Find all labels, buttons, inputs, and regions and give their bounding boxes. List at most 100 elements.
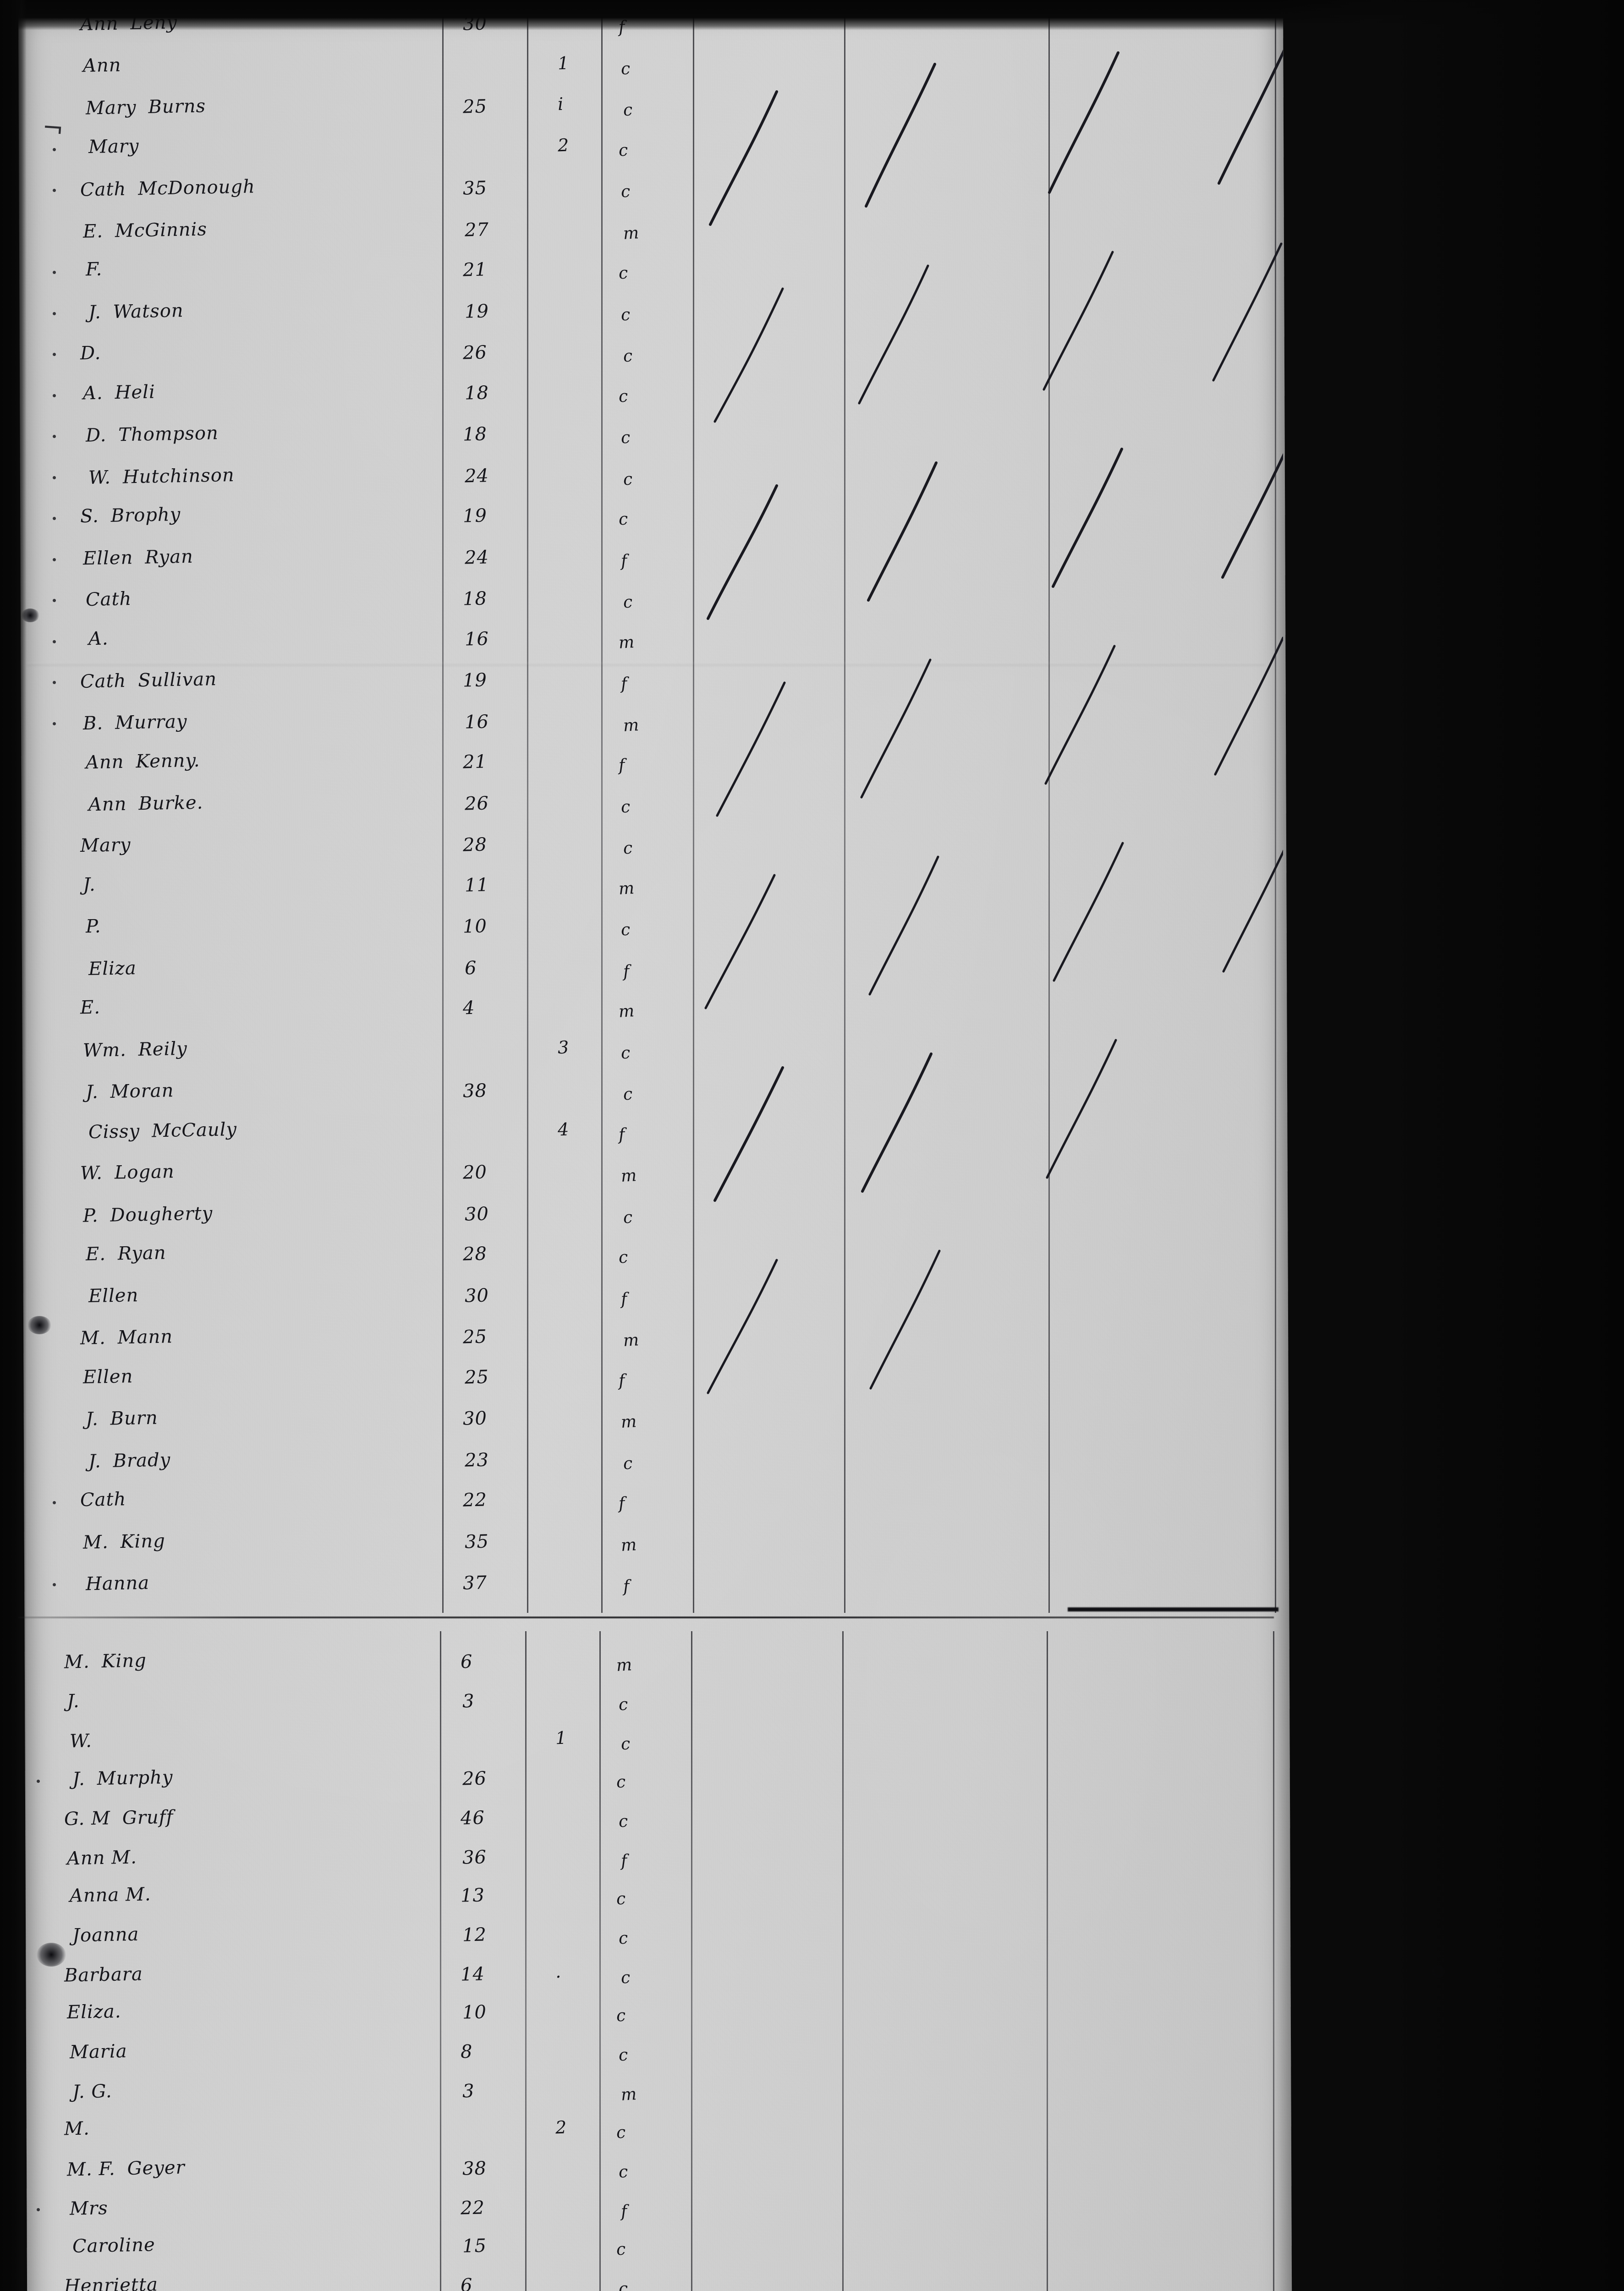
given-name: Cissy — [88, 1120, 140, 1143]
cell-sex-mark: c — [622, 1085, 634, 1104]
given-name: Eliza — [88, 957, 137, 980]
given-name: Mary — [80, 834, 131, 857]
column-rule-blank1-blank2 — [844, 0, 845, 1613]
row-dot-mark — [53, 312, 56, 315]
cell-age: 11 — [464, 874, 489, 896]
cell-sex-mark: m — [620, 1412, 638, 1432]
given-name: Anna M. — [69, 1884, 152, 1907]
column-rule-blank2-blank3-lower — [1047, 1631, 1048, 2291]
cell-name: W. Logan — [80, 1161, 175, 1184]
given-name: Ellen — [88, 1284, 139, 1307]
given-name: Ann — [80, 13, 119, 35]
given-name: E. — [80, 997, 101, 1019]
column-rule-name-age — [442, 0, 444, 1613]
surname: Ryan — [117, 1242, 166, 1265]
cell-age: 20 — [462, 1162, 488, 1184]
cell-name: D. — [80, 343, 101, 364]
given-name: Eliza. — [66, 2001, 121, 2023]
given-name: J. — [85, 1408, 99, 1430]
cell-sex-mark: c — [618, 2279, 629, 2291]
surname: Brophy — [110, 504, 181, 526]
cell-age: 6 — [464, 957, 477, 979]
cell-sex-mark: c — [618, 2162, 629, 2182]
cell-name: Ellen Ryan — [83, 546, 194, 569]
cell-sex-mark: c — [618, 2045, 629, 2065]
column-rule-name-age-lower — [440, 1631, 441, 2291]
given-name: F. — [85, 258, 103, 280]
cell-household-number: 1 — [557, 53, 570, 73]
cell-sex-mark: m — [618, 1002, 636, 1021]
given-name: Cath — [80, 670, 126, 692]
given-name: Cath — [80, 178, 126, 201]
given-name: Maria — [69, 2040, 128, 2063]
cell-age: 18 — [462, 588, 488, 610]
cell-sex-mark: c — [615, 2123, 627, 2143]
cell-sex-mark: f — [622, 1577, 631, 1596]
cell-name: Cissy McCauly — [88, 1118, 237, 1142]
cell-sex-mark: c — [618, 1248, 629, 1267]
cell-name: Ellen — [83, 1365, 133, 1387]
column-rule-age-household — [527, 0, 528, 1613]
cell-name: Cath — [86, 588, 132, 610]
given-name: S. — [80, 505, 99, 527]
cell-sex-mark: m — [622, 715, 640, 735]
cell-age: 8 — [460, 2041, 473, 2063]
cell-age: 26 — [464, 792, 489, 815]
cell-sex-mark: f — [620, 551, 628, 570]
cell-age: 35 — [464, 1530, 489, 1553]
surname: Gruff — [122, 1806, 174, 1829]
cell-age: 16 — [464, 711, 489, 733]
cell-age: 4 — [462, 997, 476, 1019]
cell-age: 46 — [460, 1807, 485, 1829]
surname: McGinnis — [115, 218, 208, 241]
cell-age: 24 — [464, 465, 489, 487]
cell-age: 14 — [460, 1963, 485, 1985]
surname: Watson — [113, 300, 184, 323]
surname: Leny — [130, 11, 178, 34]
cell-name: Cath — [80, 1489, 126, 1511]
given-name: Barbara — [64, 1963, 143, 1986]
surname: Murphy — [97, 1766, 173, 1790]
cell-name: J. Brady — [88, 1449, 171, 1472]
cell-name: J. Burn — [86, 1407, 159, 1430]
cell-age: 19 — [462, 505, 488, 527]
cell-sex-mark: m — [615, 1655, 633, 1675]
cell-sex-mark: c — [618, 263, 629, 283]
surname: Mann — [117, 1326, 173, 1348]
cell-age: 30 — [464, 1284, 489, 1307]
cell-name: D. Thompson — [86, 422, 219, 446]
given-name: Ann — [82, 54, 121, 77]
cell-name: Maria — [70, 2041, 127, 2063]
ink-speck — [1430, 1966, 1446, 1978]
cell-age: 36 — [462, 1847, 487, 1869]
given-name: M. F. — [66, 2158, 116, 2181]
row-dot-mark — [53, 681, 56, 684]
given-name: J. — [88, 301, 102, 323]
surname: Burns — [148, 95, 206, 118]
given-name: E. — [82, 220, 104, 242]
margin-bracket-mark: ¬ — [41, 113, 66, 144]
cell-sex-mark: c — [622, 469, 634, 489]
cell-sex-mark: f — [620, 2202, 628, 2221]
cell-sex-mark: c — [618, 386, 629, 406]
given-name: E. — [85, 1243, 106, 1265]
cell-sex-mark: f — [620, 674, 628, 694]
given-name: M. — [64, 1651, 90, 1673]
given-name: A. — [88, 628, 109, 649]
given-name: Henrietta — [64, 2274, 159, 2291]
given-name: Caroline — [72, 2234, 156, 2257]
surname: King — [101, 1650, 147, 1672]
cell-name: Ann Leny — [80, 12, 178, 35]
cell-age: 27 — [464, 219, 489, 241]
cell-age: 19 — [464, 300, 489, 323]
row-dot-mark — [53, 435, 56, 438]
cell-age: 3 — [462, 1690, 475, 1712]
given-name: D. — [80, 342, 101, 364]
column-rule-age-household-lower — [525, 1631, 527, 2291]
cell-sex-mark: c — [620, 1734, 631, 1754]
cell-age: 10 — [462, 915, 488, 937]
cell-sex-mark: m — [620, 1535, 638, 1555]
cell-age: 30 — [462, 13, 488, 35]
given-name: Ann — [85, 751, 124, 773]
cell-age: 28 — [462, 1243, 488, 1265]
